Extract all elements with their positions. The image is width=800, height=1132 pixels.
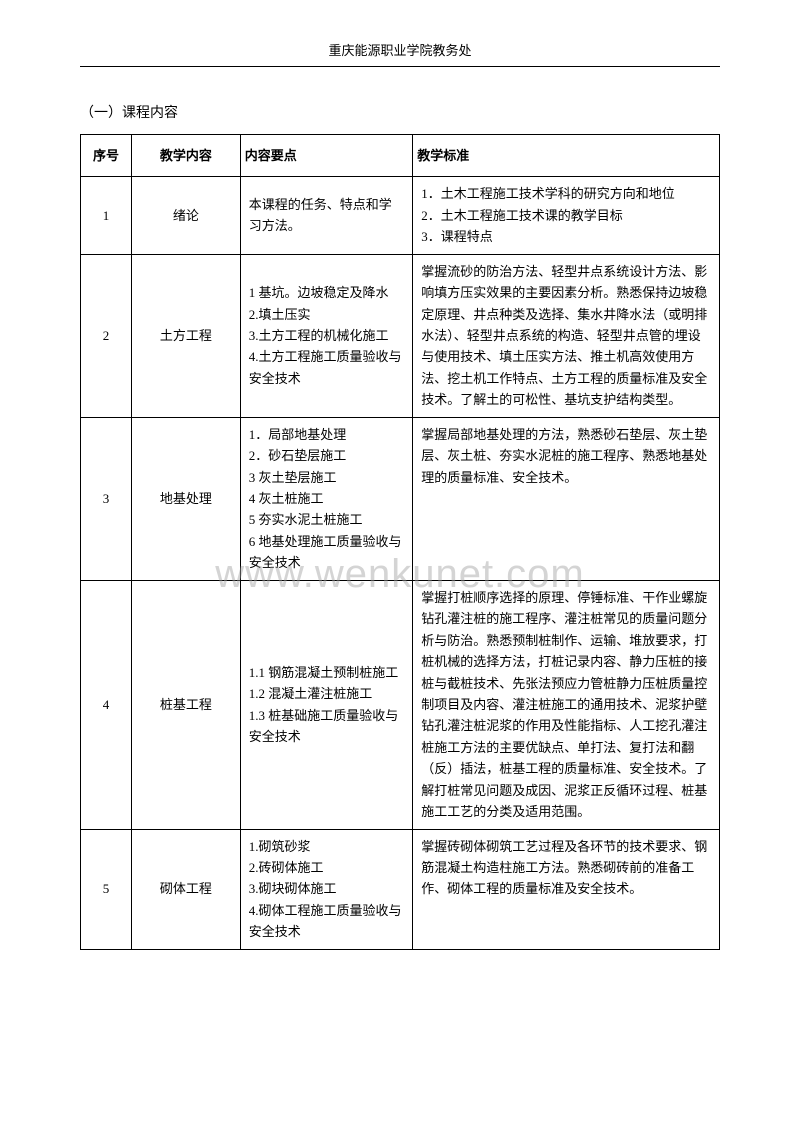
cell-seq: 2 <box>81 254 132 417</box>
header-divider <box>80 66 720 67</box>
col-header-seq: 序号 <box>81 134 132 176</box>
cell-seq: 5 <box>81 829 132 949</box>
col-header-points: 内容要点 <box>240 134 413 176</box>
cell-seq: 1 <box>81 177 132 254</box>
cell-points: 1 基坑。边坡稳定及降水2.填土压实3.土方工程的机械化施工4.土方工程施工质量… <box>240 254 413 417</box>
cell-points: 1.砌筑砂浆2.砖砌体施工3.砌块砌体施工4.砌体工程施工质量验收与安全技术 <box>240 829 413 949</box>
cell-standard: 掌握打桩顺序选择的原理、停锤标准、干作业螺旋钻孔灌注桩的施工程序、灌注桩常见的质… <box>413 580 720 829</box>
cell-topic: 绪论 <box>132 177 241 254</box>
cell-standard: 掌握局部地基处理的方法，熟悉砂石垫层、灰土垫层、灰土桩、夯实水泥桩的施工程序、熟… <box>413 417 720 580</box>
course-content-table: 序号 教学内容 内容要点 教学标准 1 绪论 本课程的任务、特点和学习方法。 1… <box>80 134 720 950</box>
cell-topic: 土方工程 <box>132 254 241 417</box>
table-header-row: 序号 教学内容 内容要点 教学标准 <box>81 134 720 176</box>
page-header: 重庆能源职业学院教务处 <box>80 40 720 62</box>
table-row: 3 地基处理 1．局部地基处理2．砂石垫层施工 3 灰土垫层施工 4 灰土桩施工… <box>81 417 720 580</box>
cell-seq: 4 <box>81 580 132 829</box>
cell-seq: 3 <box>81 417 132 580</box>
cell-standard: 掌握砖砌体砌筑工艺过程及各环节的技术要求、钢筋混凝土构造柱施工方法。熟悉砌砖前的… <box>413 829 720 949</box>
cell-points: 本课程的任务、特点和学习方法。 <box>240 177 413 254</box>
section-title: （一）课程内容 <box>80 102 720 126</box>
col-header-topic: 教学内容 <box>132 134 241 176</box>
table-row: 5 砌体工程 1.砌筑砂浆2.砖砌体施工3.砌块砌体施工4.砌体工程施工质量验收… <box>81 829 720 949</box>
cell-standard: 1．土木工程施工技术学科的研究方向和地位2．土木工程施工技术课的教学目标3．课程… <box>413 177 720 254</box>
table-row: 1 绪论 本课程的任务、特点和学习方法。 1．土木工程施工技术学科的研究方向和地… <box>81 177 720 254</box>
col-header-standard: 教学标准 <box>413 134 720 176</box>
table-row: 4 桩基工程 1.1 钢筋混凝土预制桩施工1.2 混凝土灌注桩施工1.3 桩基础… <box>81 580 720 829</box>
cell-points: 1.1 钢筋混凝土预制桩施工1.2 混凝土灌注桩施工1.3 桩基础施工质量验收与… <box>240 580 413 829</box>
table-body: 1 绪论 本课程的任务、特点和学习方法。 1．土木工程施工技术学科的研究方向和地… <box>81 177 720 949</box>
table-row: 2 土方工程 1 基坑。边坡稳定及降水2.填土压实3.土方工程的机械化施工4.土… <box>81 254 720 417</box>
cell-topic: 砌体工程 <box>132 829 241 949</box>
cell-standard: 掌握流砂的防治方法、轻型井点系统设计方法、影响填方压实效果的主要因素分析。熟悉保… <box>413 254 720 417</box>
cell-topic: 地基处理 <box>132 417 241 580</box>
cell-topic: 桩基工程 <box>132 580 241 829</box>
cell-points: 1．局部地基处理2．砂石垫层施工 3 灰土垫层施工 4 灰土桩施工5 夯实水泥土… <box>240 417 413 580</box>
